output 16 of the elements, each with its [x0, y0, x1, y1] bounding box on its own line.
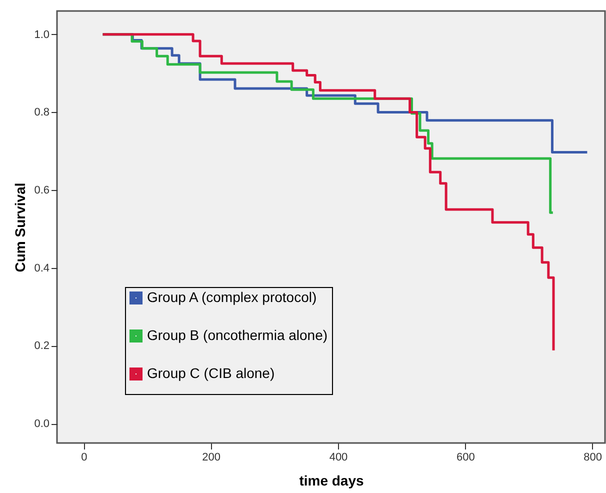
y-tick-label: 0.4 — [34, 262, 50, 274]
legend-label: Group B (oncothermia alone) — [147, 327, 328, 343]
x-tick-label: 400 — [329, 452, 348, 464]
x-tick-label: 600 — [456, 452, 475, 464]
x-tick-label: 200 — [202, 452, 221, 464]
y-tick-label: 0.0 — [34, 418, 50, 430]
y-tick-label: 0.8 — [34, 106, 50, 119]
legend-label: Group A (complex protocol) — [147, 289, 317, 305]
legend-label: Group C (CIB alone) — [147, 365, 275, 381]
x-tick-label: 800 — [584, 452, 602, 464]
x-tick-label: 0 — [81, 452, 88, 464]
y-axis-title: Cum Survival — [12, 182, 28, 272]
y-tick-label: 0.2 — [34, 340, 50, 352]
y-tick-label: 0.6 — [34, 184, 50, 197]
x-axis-title: time days — [299, 472, 364, 488]
y-tick-label: 1.0 — [34, 28, 50, 41]
